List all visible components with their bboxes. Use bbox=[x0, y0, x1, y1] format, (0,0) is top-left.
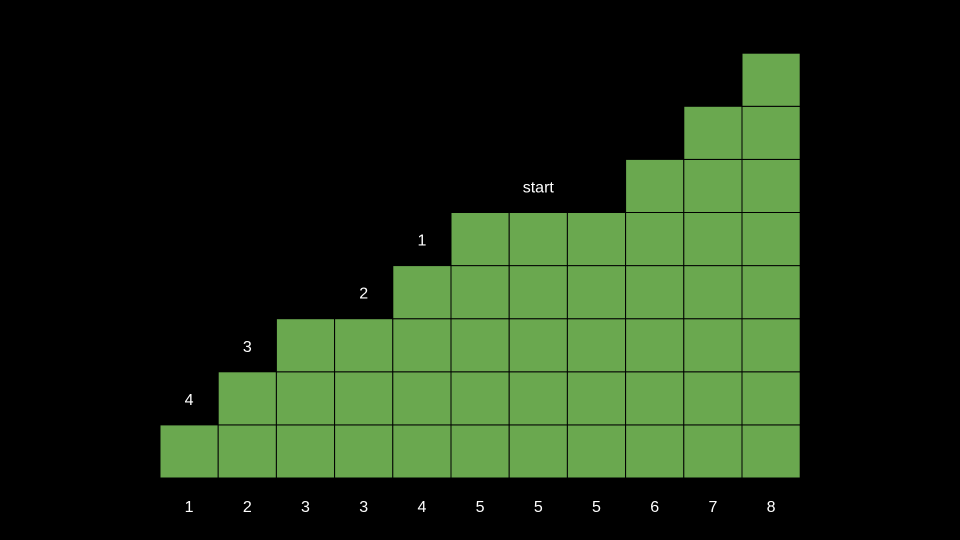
grid-cell bbox=[334, 371, 394, 426]
grid-cell bbox=[275, 371, 336, 426]
grid-cell bbox=[625, 265, 685, 320]
grid-cell bbox=[625, 158, 685, 213]
grid-cell bbox=[683, 212, 743, 267]
bottom-labels: 1 2 3 3 4 5 5 5 6 7 8 bbox=[185, 499, 776, 516]
grid-cell bbox=[683, 424, 743, 479]
column-height-label: 5 bbox=[592, 499, 601, 516]
grid-cell bbox=[508, 371, 568, 426]
grid-cell bbox=[392, 318, 452, 373]
column-height-label: 3 bbox=[359, 499, 368, 516]
grid-cell bbox=[683, 105, 743, 160]
column-height-label: 5 bbox=[476, 499, 485, 516]
grid-cell bbox=[450, 424, 510, 479]
grid-cell bbox=[334, 424, 394, 479]
column-height-label: 1 bbox=[185, 499, 194, 516]
grid-cell bbox=[566, 424, 627, 479]
grid-cell bbox=[566, 212, 627, 267]
grid-cell bbox=[275, 424, 336, 479]
grid-cell bbox=[683, 265, 743, 320]
grid-cell bbox=[625, 371, 685, 426]
grid-cell bbox=[159, 424, 219, 479]
column-height-label: 7 bbox=[708, 499, 717, 516]
grid-cell bbox=[508, 318, 568, 373]
step-number-label: 3 bbox=[243, 339, 252, 356]
grid-cell bbox=[450, 265, 510, 320]
start-label: start bbox=[523, 180, 555, 197]
grid-cell bbox=[741, 158, 801, 213]
step-number-label: 1 bbox=[417, 233, 426, 250]
grid-cell bbox=[741, 212, 801, 267]
grid-cell bbox=[625, 318, 685, 373]
grid-cell bbox=[392, 371, 452, 426]
column-height-label: 2 bbox=[243, 499, 252, 516]
grid-cell bbox=[741, 105, 801, 160]
grid-cell bbox=[741, 52, 801, 107]
grid-cells bbox=[159, 52, 801, 479]
grid-cell bbox=[566, 318, 627, 373]
column-height-label: 6 bbox=[650, 499, 659, 516]
grid-cell bbox=[450, 212, 510, 267]
grid-cell bbox=[508, 424, 568, 479]
column-height-label: 5 bbox=[534, 499, 543, 516]
grid-cell bbox=[508, 265, 568, 320]
grid-cell bbox=[741, 424, 801, 479]
step-number-label: 2 bbox=[359, 286, 368, 303]
grid-cell bbox=[334, 318, 394, 373]
grid-cell bbox=[741, 371, 801, 426]
column-height-label: 8 bbox=[767, 499, 776, 516]
grid-cell bbox=[683, 318, 743, 373]
grid-cell bbox=[275, 318, 336, 373]
column-height-label: 3 bbox=[301, 499, 310, 516]
grid-cell bbox=[450, 318, 510, 373]
grid-cell bbox=[392, 265, 452, 320]
grid-cell bbox=[625, 424, 685, 479]
column-height-label: 4 bbox=[417, 499, 426, 516]
grid-cell bbox=[625, 212, 685, 267]
grid-cell bbox=[392, 424, 452, 479]
grid-cell bbox=[683, 371, 743, 426]
grid-cell bbox=[566, 265, 627, 320]
grid-cell bbox=[566, 371, 627, 426]
grid-cell bbox=[683, 158, 743, 213]
grid-cell bbox=[450, 371, 510, 426]
grid-cell bbox=[217, 371, 277, 426]
grid-cell bbox=[508, 212, 568, 267]
grid-cell bbox=[217, 424, 277, 479]
grid-cell bbox=[741, 265, 801, 320]
grid-cell bbox=[741, 318, 801, 373]
step-annotations: 4 3 2 1 start bbox=[185, 180, 555, 409]
step-number-label: 4 bbox=[185, 392, 194, 409]
